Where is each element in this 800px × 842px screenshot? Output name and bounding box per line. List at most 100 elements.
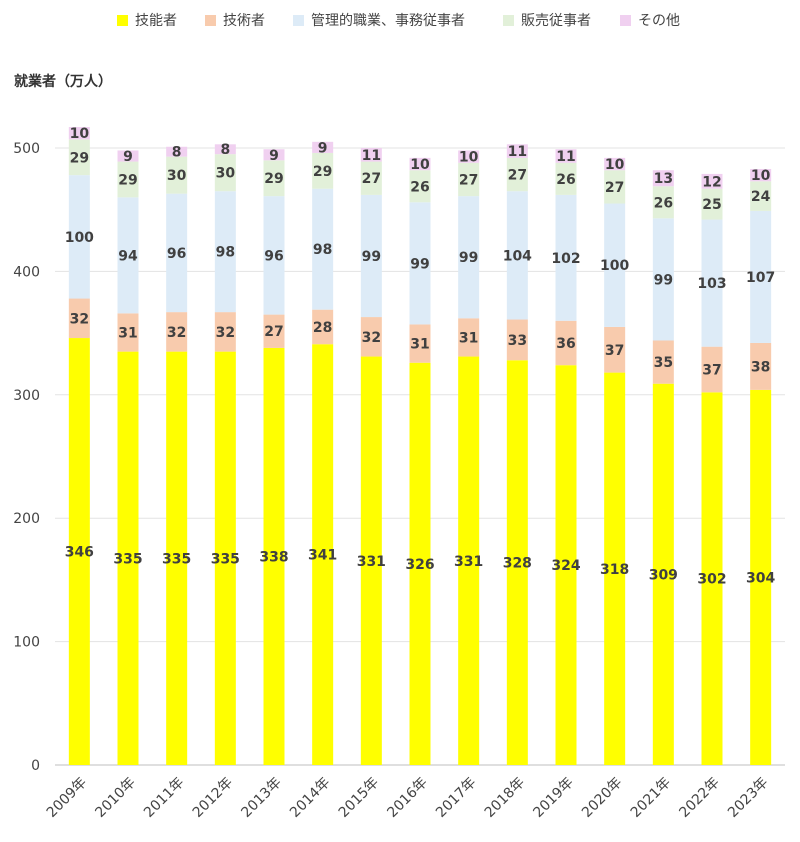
x-tick-12: 2020年 [579,775,625,821]
data-label-5-13: 13 [654,171,673,187]
data-label-1-3: 335 [162,551,191,567]
data-label-3-2: 94 [118,248,138,264]
bar-segment-2-4 [214,312,236,352]
x-tick-15: 2023年 [725,775,771,821]
x-tick-6: 2014年 [287,775,333,821]
y-tick-400: 400 [13,264,40,280]
data-label-1-14: 302 [697,572,726,588]
data-label-4-6: 29 [313,164,332,180]
data-label-1-2: 335 [113,551,142,567]
bar-segment-1-2 [117,351,139,765]
bar-segment-4-3 [166,156,188,194]
bar-segment-2-2 [117,313,139,352]
data-label-4-4: 30 [216,166,236,182]
x-tick-3: 2011年 [141,775,187,821]
bar-segment-4-8 [409,170,431,203]
bar-segment-4-14 [701,188,723,220]
data-label-1-15: 304 [746,570,775,586]
legend-label-4: 販売従事者 [521,13,591,29]
data-label-1-9: 331 [454,554,483,570]
bar-segment-1-5 [263,347,285,765]
bar-segment-3-14 [701,219,723,347]
bar-segment-5-4 [214,144,236,155]
data-label-1-12: 318 [600,562,629,578]
data-label-1-1: 346 [65,545,94,561]
bar-segment-4-15 [750,181,772,211]
bar-segment-5-1 [68,127,90,140]
bar-segment-5-10 [506,144,528,158]
bar-segment-3-11 [555,194,577,321]
data-label-2-6: 28 [313,320,332,336]
legend-swatch-4 [503,15,514,26]
data-label-1-6: 341 [308,548,337,564]
x-tick-13: 2021年 [628,775,674,821]
data-label-5-7: 11 [362,148,381,164]
data-label-2-12: 37 [605,343,624,359]
bar-segment-2-13 [652,340,674,384]
data-label-3-9: 99 [459,250,478,266]
bar-segment-5-14 [701,173,723,189]
data-label-5-4: 8 [220,142,230,158]
bar-segment-1-12 [604,372,626,765]
data-label-5-10: 11 [508,144,527,160]
data-label-4-10: 27 [508,168,527,184]
bar-segment-1-6 [312,344,334,765]
x-tick-9: 2017年 [433,775,479,821]
data-label-5-5: 9 [269,148,279,164]
data-label-5-2: 9 [123,149,133,165]
bar-segment-4-11 [555,162,577,195]
bar-segment-4-7 [360,161,382,195]
bar-segment-2-11 [555,320,577,366]
bar-segment-3-2 [117,197,139,314]
x-tick-10: 2018年 [482,775,528,821]
data-label-3-7: 99 [362,249,381,265]
x-tick-8: 2016年 [384,775,430,821]
bar-segment-1-3 [166,351,188,765]
bar-segment-2-9 [458,318,480,357]
bar-segment-3-8 [409,202,431,325]
data-label-3-10: 104 [503,248,532,264]
bar-segment-5-2 [117,150,139,162]
y-tick-0: 0 [31,758,40,774]
bar-segment-3-3 [166,193,188,313]
bar-segment-4-6 [312,152,334,189]
bar-segment-1-1 [68,338,90,765]
bar-segment-3-9 [458,196,480,319]
y-tick-300: 300 [13,388,40,404]
data-label-1-10: 328 [503,556,532,572]
data-label-4-12: 27 [605,180,624,196]
data-label-2-13: 35 [654,355,673,371]
data-label-1-8: 326 [405,557,434,573]
data-label-4-1: 29 [70,150,89,166]
bar-segment-5-12 [604,157,626,171]
data-label-3-13: 99 [654,272,673,288]
data-label-4-3: 30 [167,168,187,184]
bar-segment-5-11 [555,149,577,163]
data-label-4-7: 27 [362,171,381,187]
bar-segment-5-9 [458,150,480,163]
x-tick-14: 2022年 [676,775,722,821]
legend: 技能者 技術者 管理的職業、事務従事者 販売従事者 その他 [117,13,680,29]
data-label-3-6: 98 [313,242,332,258]
bar-segment-3-12 [604,203,626,327]
bar-segment-5-7 [360,148,382,162]
bar-segment-3-5 [263,196,285,315]
y-tick-200: 200 [13,511,40,527]
bar-segment-4-10 [506,157,528,192]
bar-segment-1-15 [750,389,772,765]
y-axis-label: 就業者（万人） [14,73,112,90]
data-label-1-7: 331 [357,554,386,570]
bar-segment-2-5 [263,314,285,348]
bar-segment-3-1 [68,175,90,299]
bar-segment-4-5 [263,160,285,197]
bar-segment-4-13 [652,186,674,219]
data-label-5-11: 11 [556,149,575,165]
data-label-3-15: 107 [746,270,775,286]
data-label-3-14: 103 [697,276,726,292]
legend-swatch-5 [620,15,631,26]
data-label-2-14: 37 [702,363,721,379]
data-label-3-12: 100 [600,258,629,274]
data-label-3-11: 102 [551,251,580,267]
data-label-2-10: 33 [508,333,527,349]
bar-segment-1-14 [701,392,723,765]
